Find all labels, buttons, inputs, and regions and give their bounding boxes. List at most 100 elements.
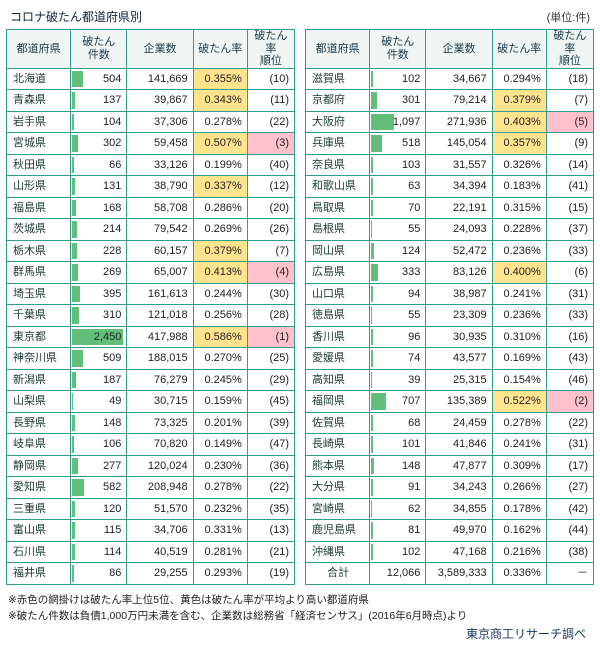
count-bar (371, 135, 382, 152)
count-bar (72, 135, 79, 152)
prefecture-name: 富山県 (5, 519, 72, 542)
rank-cell: (18) (545, 67, 595, 91)
count-bar (371, 479, 374, 496)
prefecture-name: 京都府 (304, 89, 371, 112)
bankruptcy-count-cell: 115 (70, 519, 128, 542)
bankruptcy-rate-cell: 0.266% (491, 476, 547, 499)
company-count-cell: 52,472 (425, 239, 493, 263)
prefecture-name: 合計 (304, 562, 371, 585)
table-row: 山口県 94 38,987 0.241% (31) (304, 282, 595, 306)
column-header: 都道府県 (304, 29, 371, 69)
table-row: 栃木県 228 60,157 0.379% (7) (5, 239, 296, 263)
count-bar (72, 70, 83, 88)
bankruptcy-count-cell: 124 (369, 239, 427, 263)
table-row: 和歌山県 63 34,394 0.183% (41) (304, 175, 595, 198)
bankruptcy-rate-cell: 0.178% (491, 497, 547, 521)
company-count-cell: 38,987 (425, 282, 493, 306)
bankruptcy-count-cell: 106 (70, 433, 128, 456)
count-bar (72, 264, 78, 281)
column-header: 破たん率 順位 (246, 29, 296, 69)
count-bar (72, 479, 85, 496)
prefecture-name: 兵庫県 (304, 132, 371, 155)
bankruptcy-count-cell: 86 (70, 562, 128, 585)
bankruptcy-rate-cell: 0.256% (192, 304, 248, 327)
bankruptcy-count-cell: 66 (70, 153, 128, 177)
header-row: 都道府県 破たん 件数 企業数 破たん率 破たん率 順位 (304, 29, 595, 69)
table-row: 山梨県 49 30,715 0.159% (45) (5, 390, 296, 413)
bankruptcy-count-cell: 55 (369, 218, 427, 241)
bankruptcy-count-cell: 518 (369, 132, 427, 155)
company-count-cell: 79,214 (425, 89, 493, 112)
count-bar (371, 436, 374, 453)
prefecture-name: 千葉県 (5, 304, 72, 327)
bankruptcy-rate-cell: 0.278% (192, 110, 248, 134)
table-row: 鹿児島県 81 49,970 0.162% (44) (304, 519, 595, 542)
table-row: 福島県 168 58,708 0.286% (20) (5, 196, 296, 220)
bankruptcy-rate-cell: 0.199% (192, 153, 248, 177)
company-count-cell: 65,007 (126, 261, 194, 284)
company-count-cell: 161,613 (126, 282, 194, 306)
rank-cell: (43) (545, 347, 595, 370)
rank-cell: (25) (246, 347, 296, 370)
bankruptcy-rate-cell: 0.278% (192, 476, 248, 499)
prefecture-name: 長崎県 (304, 433, 371, 456)
prefecture-name: 島根県 (304, 218, 371, 241)
prefecture-name: 沖縄県 (304, 540, 371, 564)
rank-cell: (44) (545, 519, 595, 542)
count-bar (72, 565, 74, 582)
bankruptcy-count-cell: 395 (70, 282, 128, 306)
rank-cell: (31) (545, 433, 595, 456)
company-count-cell: 34,394 (425, 175, 493, 198)
header-row: 都道府県 破たん 件数 企業数 破たん率 破たん率 順位 (5, 29, 296, 69)
count-bar (72, 178, 75, 195)
prefecture-name: 静岡県 (5, 454, 72, 478)
bankruptcy-rate-cell: 0.241% (491, 433, 547, 456)
count-bar (371, 113, 394, 131)
prefecture-table-left: 都道府県 破たん 件数 企業数 破たん率 破たん率 順位 北海道 504 141,669 0.3… (5, 29, 296, 585)
prefecture-name: 福島県 (5, 196, 72, 220)
bankruptcy-count-cell: 39 (369, 368, 427, 392)
column-header: 破たん率 (491, 29, 547, 69)
prefecture-name: 宮城県 (5, 132, 72, 155)
prefecture-name: 栃木県 (5, 239, 72, 263)
company-count-cell: 141,669 (126, 67, 194, 91)
bankruptcy-count-cell: 269 (70, 261, 128, 284)
prefecture-name: 青森県 (5, 89, 72, 112)
bankruptcy-rate-cell: 0.281% (192, 540, 248, 564)
bankruptcy-count-cell: 120 (70, 497, 128, 521)
bankruptcy-count-cell: 148 (369, 454, 427, 478)
table-row: 東京都 2,450 417,988 0.586% (1) (5, 325, 296, 349)
bankruptcy-rate-cell: 0.326% (491, 153, 547, 177)
count-bar (72, 92, 76, 109)
company-count-cell: 33,126 (126, 153, 194, 177)
column-header: 破たん 件数 (70, 29, 128, 69)
bankruptcy-rate-cell: 0.343% (192, 89, 248, 112)
footnote-source: ※破たん件数は負債1,000万円未満を含む、企業数は総務省「経済センサス」(20… (8, 610, 468, 623)
column-header: 都道府県 (5, 29, 72, 69)
count-bar (72, 543, 75, 561)
rank-cell: (19) (246, 562, 296, 585)
bankruptcy-count-value: 68 (408, 416, 421, 429)
rank-cell: (37) (545, 218, 595, 241)
bankruptcy-rate-cell: 0.159% (192, 390, 248, 413)
prefecture-name: 岩手県 (5, 110, 72, 134)
bankruptcy-count-value: 91 (408, 481, 421, 494)
table-row: 宮城県 302 59,458 0.507% (3) (5, 132, 296, 155)
bankruptcy-count-value: 1,097 (392, 115, 421, 128)
table-row: 徳島県 55 23,309 0.236% (33) (304, 304, 595, 327)
bankruptcy-count-value: 168 (103, 201, 122, 214)
company-count-cell: 49,970 (425, 519, 493, 542)
rank-cell: (15) (545, 196, 595, 220)
company-count-cell: 135,389 (425, 390, 493, 413)
rank-cell: (12) (246, 175, 296, 198)
prefecture-name: 岡山県 (304, 239, 371, 263)
prefecture-name: 広島県 (304, 261, 371, 284)
company-count-cell: 51,570 (126, 497, 194, 521)
count-bar (371, 371, 373, 389)
bankruptcy-count-value: 395 (103, 287, 122, 300)
bankruptcy-count-value: 124 (402, 244, 421, 257)
count-bar (371, 414, 373, 432)
rank-cell: (33) (545, 304, 595, 327)
bankruptcy-count-value: 2,450 (93, 330, 122, 343)
bankruptcy-rate-cell: 0.586% (192, 325, 248, 349)
